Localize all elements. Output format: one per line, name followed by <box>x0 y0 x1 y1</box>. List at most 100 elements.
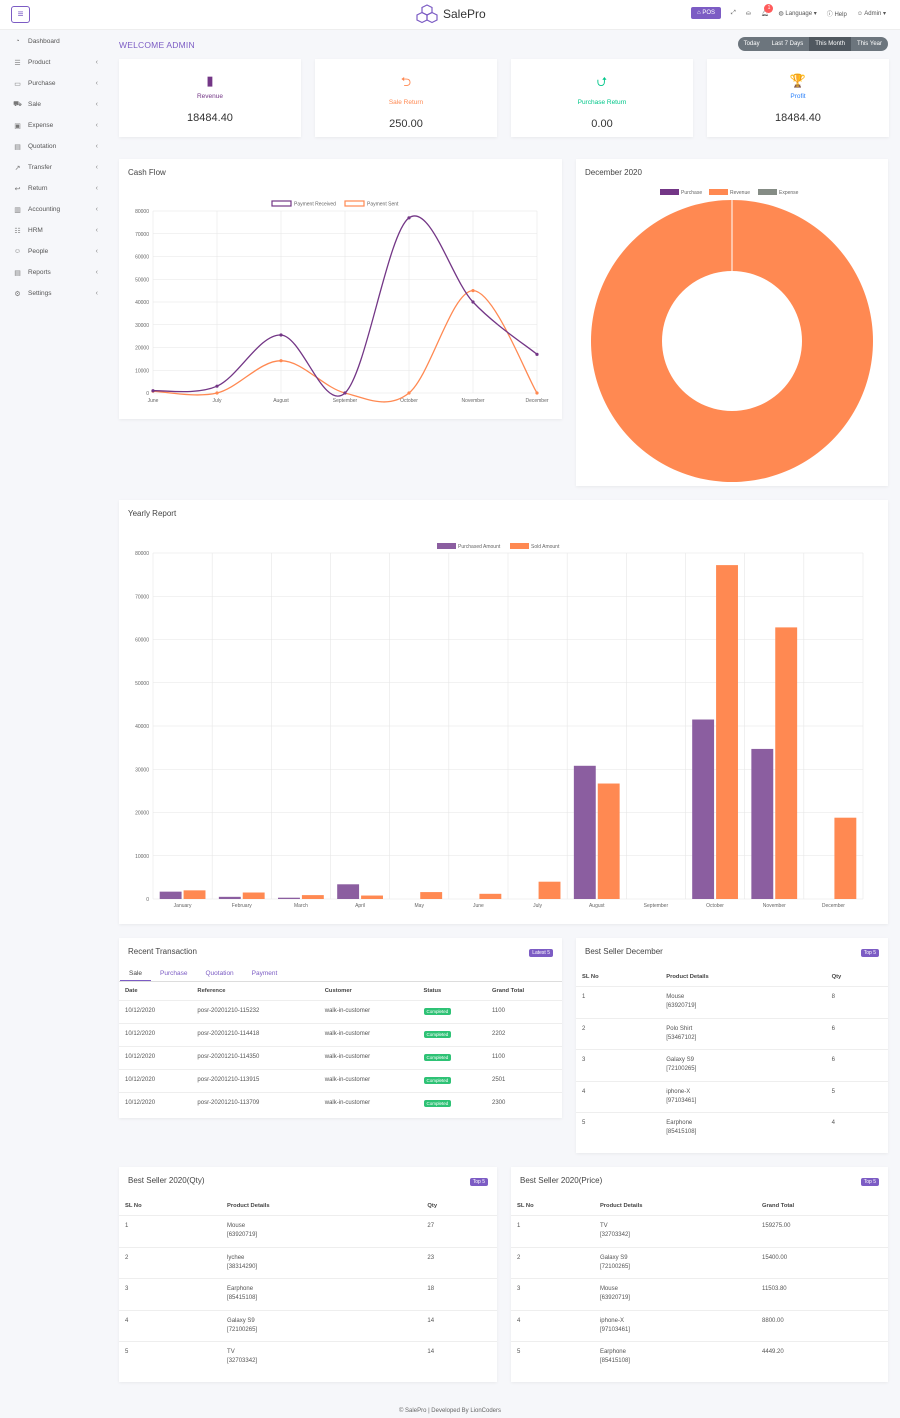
data-point <box>343 391 347 395</box>
sidebar-item-label: Purchase <box>28 80 56 87</box>
table-row[interactable]: 2 Galaxy S9 [72100265] 15400.00 <box>511 1246 888 1279</box>
x-tick-label: December <box>822 903 845 909</box>
table-row[interactable]: 2 lychee [38314290] 23 <box>119 1246 497 1279</box>
expand-icon[interactable]: ⤢ <box>731 9 736 16</box>
table-row[interactable]: 10/12/2020 posr-20201210-113709 walk-in-cu… <box>119 1092 562 1115</box>
y-tick-label: 60000 <box>135 638 149 644</box>
status-badge: Completed <box>423 1031 452 1038</box>
table-row[interactable]: 3 Galaxy S9 [72100265] 6 <box>576 1049 888 1081</box>
basket-icon[interactable]: ⛀ <box>745 10 751 17</box>
welcome-title: WELCOME ADMIN <box>119 40 195 50</box>
report-icon: ▤ <box>14 269 21 277</box>
column-header: Product Details <box>227 1203 270 1209</box>
sidebar-item-expense[interactable]: ▣ Expense ‹ <box>0 115 108 136</box>
sidebar-item-settings[interactable]: ⚙ Settings ‹ <box>0 283 108 304</box>
cash-flow-chart: 0 10000 20000 30000 40000 50000 60000 70000 8000… <box>135 200 549 404</box>
sidebar-item-label: Dashboard <box>28 38 60 45</box>
table-row[interactable]: 3 Mouse [63920719] 11503.80 <box>511 1278 888 1310</box>
table-row[interactable]: 5 Earphone [85415108] 4449.20 <box>511 1341 888 1373</box>
sidebar-item-reports[interactable]: ▤ Reports ‹ <box>0 262 108 283</box>
filter-last-7-days[interactable]: Last 7 Days <box>771 41 804 47</box>
sidebar-item-dashboard[interactable]: ◔ Dashboard <box>0 31 108 52</box>
table-row[interactable]: 2 Polo Shirt [53467102] 6 <box>576 1017 888 1050</box>
menu-toggle-button[interactable]: ≡ <box>11 6 30 23</box>
sidebar-item-quotation[interactable]: ▤ Quotation ‹ <box>0 136 108 157</box>
table-row[interactable]: 10/12/2020 posr-20201210-114350 walk-in-cu… <box>119 1046 562 1070</box>
status-badge: Completed <box>423 1100 452 1107</box>
table-cell: 5 <box>511 1341 594 1373</box>
yearly-title: Yearly Report <box>128 509 177 518</box>
column-header: SL No <box>582 974 599 980</box>
y-tick-label: 70000 <box>135 232 149 238</box>
filter-this-month[interactable]: This Month <box>809 37 851 51</box>
y-tick-label: 50000 <box>135 681 149 687</box>
sidebar-item-product[interactable]: ☰ Product ‹ <box>0 52 108 73</box>
product-code: [97103461] <box>666 1097 697 1104</box>
sidebar-item-return[interactable]: ↩ Return ‹ <box>0 178 108 199</box>
logo[interactable]: SalePro <box>416 4 486 24</box>
x-tick-label: March <box>294 903 308 909</box>
table-cell: 5 <box>825 1080 888 1113</box>
sidebar-item-label: Reports <box>28 269 51 276</box>
table-cell: Completed <box>417 1023 486 1047</box>
table-row[interactable]: 3 Earphone [85415108] 18 <box>119 1278 497 1310</box>
sidebar-item-transfer[interactable]: ↗ Transfer ‹ <box>0 157 108 178</box>
sidebar-item-people[interactable]: ☺ People ‹ <box>0 241 108 262</box>
table-row[interactable]: 4 iphone-X [97103461] 5 <box>576 1080 888 1113</box>
chevron-left-icon: ‹ <box>95 59 98 66</box>
stat-label: Revenue <box>196 93 224 100</box>
table-row[interactable]: 1 Mouse [63920719] 8 <box>576 986 888 1018</box>
product-details-cell: Earphone [85415108] <box>593 1341 757 1373</box>
table-row[interactable]: 1 Mouse [63920719] 27 <box>119 1215 497 1247</box>
product-code: [32703342] <box>599 1232 630 1238</box>
product-details-cell: Polo Shirt [53467102] <box>660 1017 826 1050</box>
table-row[interactable]: 1 TV [32703342] 159275.00 <box>511 1215 888 1247</box>
product-name: Polo Shirt <box>666 1025 693 1032</box>
table-row[interactable]: 5 TV [32703342] 14 <box>119 1341 497 1373</box>
x-tick-label: October <box>706 903 724 909</box>
help-link[interactable]: ⓘ Help <box>827 9 847 18</box>
y-tick-label: 20000 <box>135 346 149 352</box>
sidebar-item-sale[interactable]: ⛟ Sale ‹ <box>0 94 108 115</box>
product-name: TV <box>599 1223 608 1229</box>
bell-icon[interactable]: 🔔︎ 1 <box>761 3 774 17</box>
column-header: Grand Total <box>762 1203 795 1209</box>
user-dropdown[interactable]: ☺ Admin ▾ <box>856 10 886 17</box>
table-header-row: Date Reference Customer Status Grand Total <box>119 982 562 1001</box>
table-cell: 4449.20 <box>756 1341 888 1373</box>
sidebar-item-label: Transfer <box>28 164 52 171</box>
share-icon: ↗ <box>14 164 21 172</box>
table-row[interactable]: 4 Galaxy S9 [72100265] 14 <box>119 1309 497 1342</box>
tab-payment[interactable]: Payment <box>251 970 278 977</box>
tab-quotation[interactable]: Quotation <box>205 970 234 977</box>
table-row[interactable]: 10/12/2020 posr-20201210-114418 walk-in-cu… <box>119 1023 562 1047</box>
data-point <box>279 333 283 337</box>
y-tick-label: 70000 <box>135 594 149 600</box>
sidebar-item-hrm[interactable]: ☷ HRM ‹ <box>0 220 108 241</box>
tab-sale[interactable]: Sale <box>120 968 152 981</box>
legend-swatch <box>271 200 292 207</box>
data-point <box>407 391 411 395</box>
filter-this-year[interactable]: This Year <box>856 41 882 47</box>
bar-sold-amount <box>420 892 443 899</box>
y-tick-label: 30000 <box>135 767 149 773</box>
table-cell: Completed <box>417 1000 486 1024</box>
filter-today[interactable]: Today <box>743 41 760 47</box>
table-row[interactable]: 4 iphone-X [97103461] 8800.00 <box>511 1309 888 1342</box>
product-code: [85415108] <box>227 1295 258 1301</box>
table-row[interactable]: 10/12/2020 posr-20201210-115232 walk-in-cu… <box>119 1000 562 1024</box>
sidebar-item-purchase[interactable]: ▭ Purchase ‹ <box>0 73 108 94</box>
table-row[interactable]: 10/12/2020 posr-20201210-113915 walk-in-cu… <box>119 1069 562 1093</box>
language-dropdown[interactable]: ◍ Language ▾ <box>778 10 817 17</box>
pos-button[interactable]: ⌂ POS <box>691 7 721 19</box>
bars-icon: ≡ <box>17 9 24 20</box>
cart-icon: ⛟ <box>13 101 22 108</box>
y-tick-label: 0 <box>146 897 149 903</box>
data-point <box>471 300 475 304</box>
table-cell: posr-20201210-113915 <box>191 1069 319 1093</box>
document-icon: ▤ <box>14 143 21 151</box>
tab-purchase[interactable]: Purchase <box>160 970 188 977</box>
wallet-icon: ▣ <box>14 122 21 130</box>
sidebar-item-accounting[interactable]: ▥ Accounting ‹ <box>0 199 108 220</box>
table-row[interactable]: 5 Earphone [85415108] 4 <box>576 1112 888 1144</box>
